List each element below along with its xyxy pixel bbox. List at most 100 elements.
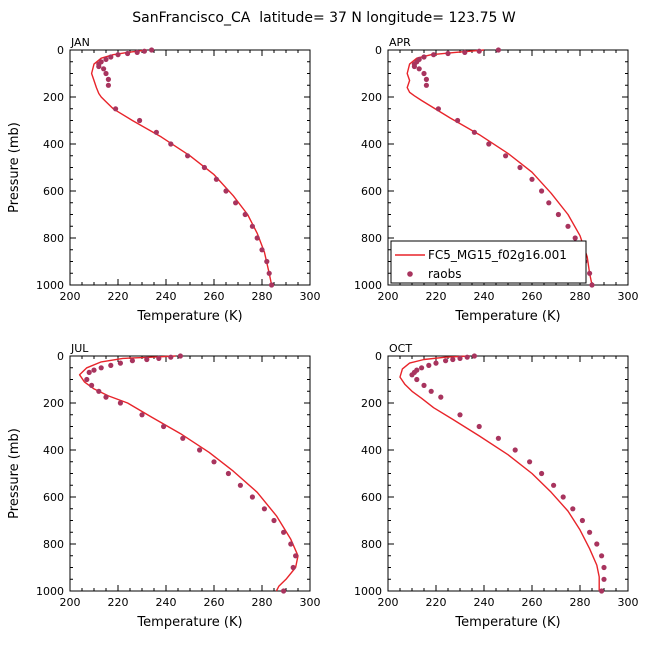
- raobs-point: [223, 188, 229, 194]
- raobs-point: [471, 353, 477, 359]
- panel-oct: 200 220 240 260 280 300 0 200 400 600 800 1000 Tempe…: [354, 342, 639, 630]
- raobs-point: [249, 223, 255, 229]
- legend-box: [390, 240, 587, 284]
- raobs-point: [168, 141, 174, 147]
- x-tick-label: 240: [474, 596, 495, 609]
- raobs-point: [517, 164, 523, 171]
- raobs-point: [168, 354, 174, 360]
- raobs-point: [419, 365, 425, 371]
- raobs-point: [91, 367, 97, 373]
- raobs-point: [249, 494, 255, 500]
- raobs-point: [213, 176, 219, 182]
- x-tick-label: 240: [474, 290, 495, 303]
- panel-label: APR: [389, 36, 411, 49]
- raobs-point: [428, 388, 434, 394]
- raobs-point: [225, 470, 231, 477]
- x-tick-label: 240: [156, 290, 177, 303]
- y-tick-label: 600: [361, 185, 382, 198]
- raobs-point: [141, 48, 147, 54]
- raobs-point: [551, 482, 557, 488]
- raobs-point: [539, 188, 545, 194]
- x-tick-label: 300: [618, 290, 639, 303]
- raobs-point: [560, 494, 566, 500]
- y-tick-label: 800: [43, 538, 64, 551]
- x-tick-label: 300: [300, 290, 321, 303]
- raobs-point: [266, 270, 272, 276]
- y-tick-label: 400: [361, 138, 382, 151]
- raobs-point: [134, 49, 140, 56]
- y-tick-label: 1000: [354, 279, 382, 292]
- panels: 200 220 240 260 280 300 0 200 400 600 800 1000 Tempe…: [7, 36, 639, 630]
- y-tick-label: 600: [43, 491, 64, 504]
- raobs-point: [409, 372, 415, 378]
- raobs-point: [129, 358, 135, 364]
- y-tick-label: 800: [361, 538, 382, 551]
- y-tick-label: 0: [57, 350, 64, 363]
- raobs-point: [269, 282, 275, 288]
- raobs-point: [153, 129, 159, 135]
- raobs-point: [281, 588, 287, 594]
- raobs-point: [149, 47, 155, 53]
- raobs-point: [587, 529, 593, 535]
- raobs-point: [455, 117, 461, 124]
- raobs-point: [433, 360, 439, 366]
- raobs-point: [599, 588, 605, 594]
- raobs-point: [144, 356, 150, 363]
- raobs-point: [464, 354, 470, 360]
- raobs-point: [89, 382, 95, 388]
- raobs-point: [601, 576, 607, 582]
- panel-jan: 200 220 240 260 280 300 0 200 400 600 800 1000 Tempe…: [7, 36, 321, 324]
- y-tick-label: 200: [43, 397, 64, 410]
- raobs-point: [242, 211, 248, 218]
- raobs-point: [601, 564, 607, 571]
- raobs-point: [414, 376, 420, 383]
- raobs-point: [254, 235, 260, 241]
- y-tick-label: 200: [361, 91, 382, 104]
- raobs-point: [426, 362, 432, 368]
- raobs-point: [443, 358, 449, 364]
- raobs-point: [546, 200, 552, 206]
- raobs-point: [495, 435, 501, 441]
- y-tick-label: 400: [361, 444, 382, 457]
- x-tick-label: 200: [378, 290, 399, 303]
- raobs-point: [565, 223, 571, 229]
- raobs-point: [421, 70, 427, 77]
- raobs-point: [594, 541, 600, 547]
- raobs-point: [435, 106, 441, 112]
- raobs-point: [486, 141, 492, 147]
- x-tick-label: 260: [522, 596, 543, 609]
- x-tick-label: 200: [378, 596, 399, 609]
- raobs-point: [105, 76, 111, 82]
- raobs-point: [84, 376, 90, 383]
- raobs-point: [572, 235, 578, 241]
- raobs-point: [180, 435, 186, 441]
- raobs-point: [177, 353, 183, 359]
- raobs-point: [416, 66, 422, 72]
- x-tick-label: 220: [426, 596, 447, 609]
- raobs-point: [137, 117, 143, 124]
- y-tick-label: 0: [375, 44, 382, 57]
- raobs-point: [476, 48, 482, 54]
- raobs-point: [115, 52, 121, 58]
- y-tick-label: 200: [43, 91, 64, 104]
- y-tick-label: 1000: [354, 585, 382, 598]
- x-tick-label: 280: [570, 596, 591, 609]
- model-line: [399, 355, 600, 591]
- raobs-point: [589, 282, 595, 288]
- raobs-point: [411, 63, 417, 70]
- raobs-point: [438, 394, 444, 400]
- raobs-point: [101, 66, 107, 72]
- raobs-point: [103, 394, 109, 400]
- raobs-point: [281, 529, 287, 535]
- raobs-point: [139, 412, 145, 418]
- x-axis-title: Temperature (K): [136, 309, 242, 324]
- raobs-point: [471, 129, 477, 135]
- raobs-point: [421, 382, 427, 388]
- x-tick-label: 240: [156, 596, 177, 609]
- raobs-point: [450, 356, 456, 363]
- legend-label-model: FC5_MG15_f02g16.001: [428, 248, 567, 262]
- raobs-point: [527, 459, 533, 465]
- x-tick-label: 300: [618, 596, 639, 609]
- panel-label: JAN: [70, 36, 90, 49]
